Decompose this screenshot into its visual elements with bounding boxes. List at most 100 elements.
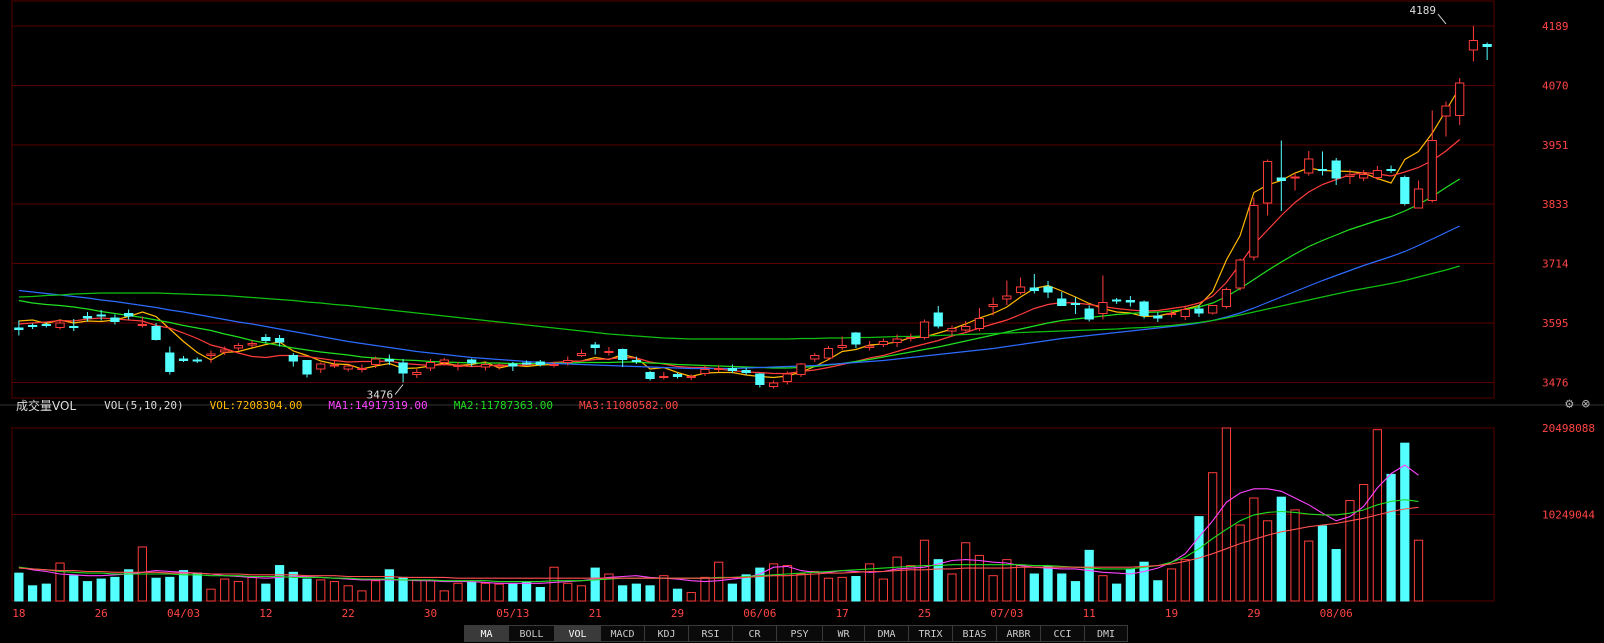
close-panel-icon[interactable]: ⊗: [1581, 396, 1590, 412]
candle-body: [631, 360, 641, 362]
tab-trix[interactable]: TRIX: [908, 625, 952, 642]
candle-body: [1125, 300, 1135, 303]
candle-body: [1043, 286, 1053, 293]
vol-ma1-value: MA1:14917319.00: [328, 398, 428, 412]
tab-cr[interactable]: CR: [732, 625, 776, 642]
candle-body: [576, 353, 587, 356]
volume-axis: 20498088 10249044: [1542, 422, 1595, 522]
volume-bar: [919, 539, 930, 602]
volume-bar: [329, 581, 340, 602]
candle-body: [1112, 299, 1122, 302]
candle-body: [1290, 176, 1300, 179]
tab-ma[interactable]: MA: [464, 625, 508, 642]
date-tick-label: 21: [589, 607, 602, 620]
volume-bar: [1084, 549, 1094, 602]
candle-body: [261, 337, 271, 341]
low-label: 3476: [367, 389, 394, 402]
price-tick-label: 3476: [1542, 377, 1569, 390]
candle-body: [823, 348, 834, 359]
volume-bar: [741, 574, 751, 602]
volume-bar: [316, 579, 326, 602]
volume-bar: [1359, 484, 1369, 602]
candle-body: [494, 364, 504, 367]
date-tick-label: 19: [1165, 607, 1178, 620]
volume-bar: [1098, 575, 1108, 602]
tab-boll[interactable]: BOLL: [508, 625, 554, 642]
candle-body: [1153, 315, 1163, 319]
volume-bar: [823, 577, 834, 602]
volume-bar: [631, 583, 641, 602]
tab-vol[interactable]: VOL: [554, 625, 600, 642]
volume-params[interactable]: VOL(5,10,20): [104, 398, 184, 412]
volume-bar: [1413, 539, 1424, 602]
tab-rsi[interactable]: RSI: [688, 625, 732, 642]
volume-bar: [618, 585, 628, 602]
date-tick-label: 11: [1083, 607, 1096, 620]
tab-dmi[interactable]: DMI: [1084, 625, 1128, 642]
vol-value: VOL:7208304.00: [209, 398, 303, 412]
candle-body: [41, 324, 51, 326]
volume-bar: [206, 588, 216, 602]
date-tick-label: 29: [671, 607, 684, 620]
tab-kdj[interactable]: KDJ: [644, 625, 688, 642]
candle-body: [1317, 169, 1328, 171]
volume-bar: [371, 580, 381, 602]
candles: [14, 26, 1492, 389]
volume-bar: [508, 583, 518, 602]
volume-bar: [1262, 520, 1273, 602]
date-tick-label: 05/13: [496, 607, 529, 620]
volume-bar: [549, 566, 559, 602]
volume-bar: [302, 578, 312, 602]
tab-arbr[interactable]: ARBR: [996, 625, 1040, 642]
volume-ma-lines: [18, 464, 1419, 584]
volume-bar: [851, 576, 861, 602]
price-tick-label: 3833: [1542, 198, 1569, 211]
volume-bar: [165, 576, 175, 602]
price-tick-label: 3595: [1542, 317, 1569, 330]
volume-bar: [425, 580, 436, 602]
candle-body: [1441, 105, 1451, 117]
candle-body: [988, 304, 998, 307]
tab-wr[interactable]: WR: [822, 625, 864, 642]
tab-psy[interactable]: PSY: [776, 625, 822, 642]
tab-cci[interactable]: CCI: [1040, 625, 1084, 642]
volume-bar: [1015, 565, 1026, 602]
candle-body: [961, 326, 971, 331]
price-grid: [12, 25, 1494, 383]
volume-bar: [974, 554, 985, 602]
candle-body: [1249, 205, 1259, 258]
candle-body: [1413, 188, 1424, 209]
tab-macd[interactable]: MACD: [600, 625, 644, 642]
volume-bar: [1331, 549, 1341, 602]
tab-bias[interactable]: BIAS: [952, 625, 996, 642]
date-tick-label: 06/06: [743, 607, 776, 620]
volume-bar: [357, 590, 367, 602]
candle-body: [1166, 313, 1177, 315]
low-arrow-line: [394, 384, 404, 395]
candle-body: [906, 337, 916, 339]
candle-body: [1221, 289, 1232, 307]
volume-bar: [604, 573, 614, 602]
candle-body: [1331, 160, 1341, 179]
candle-body: [1345, 174, 1355, 177]
volume-bar: [1166, 568, 1177, 602]
tab-dma[interactable]: DMA: [864, 625, 908, 642]
volume-title: 成交量VOL: [16, 398, 77, 413]
volume-ma-line-3: [18, 506, 1419, 579]
settings-gear-icon[interactable]: ⚙: [1565, 396, 1574, 412]
volume-bar: [576, 585, 587, 602]
volume-bar: [27, 585, 38, 602]
volume-bar: [14, 572, 24, 602]
price-ma-lines: [18, 87, 1461, 379]
candle-body: [247, 343, 257, 346]
candle-body: [1262, 161, 1273, 204]
candle-body: [618, 349, 628, 360]
candle-body: [1098, 302, 1108, 314]
candle-body: [878, 341, 888, 345]
price-ma-line-3: [18, 178, 1461, 369]
candle-body: [69, 326, 79, 328]
volume-bar: [1180, 559, 1190, 602]
candle-body: [1084, 308, 1094, 320]
panel-tools: ⚙ ⊗: [1565, 396, 1590, 412]
